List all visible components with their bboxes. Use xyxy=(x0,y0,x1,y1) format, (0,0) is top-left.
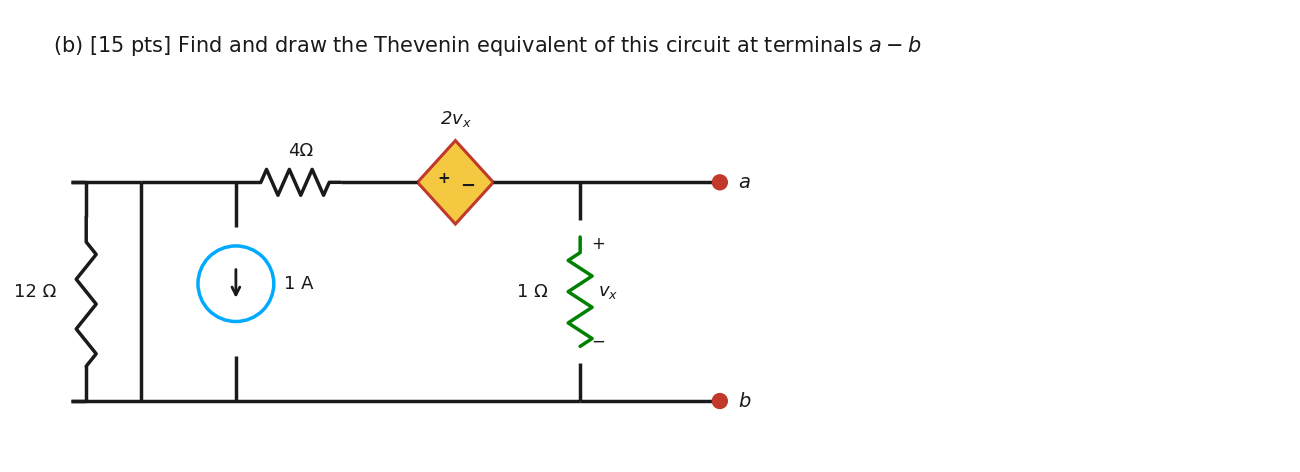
Text: $v_x$: $v_x$ xyxy=(598,283,619,301)
Circle shape xyxy=(712,394,727,408)
Text: $b$: $b$ xyxy=(738,391,751,411)
Text: 2$v_x$: 2$v_x$ xyxy=(439,109,472,129)
Text: +: + xyxy=(437,171,450,186)
Text: −: − xyxy=(460,177,474,195)
Text: (b) [15 pts] Find and draw the Thevenin equivalent of this circuit at terminals : (b) [15 pts] Find and draw the Thevenin … xyxy=(53,34,922,58)
Text: 4Ω: 4Ω xyxy=(289,143,313,160)
Text: −: − xyxy=(592,332,604,350)
Text: $a$: $a$ xyxy=(738,173,750,192)
Text: 1 Ω: 1 Ω xyxy=(517,283,549,301)
Text: 1 A: 1 A xyxy=(283,275,313,293)
Text: 12 Ω: 12 Ω xyxy=(14,283,56,301)
Polygon shape xyxy=(417,141,493,224)
Circle shape xyxy=(712,175,727,190)
Text: +: + xyxy=(592,235,604,253)
